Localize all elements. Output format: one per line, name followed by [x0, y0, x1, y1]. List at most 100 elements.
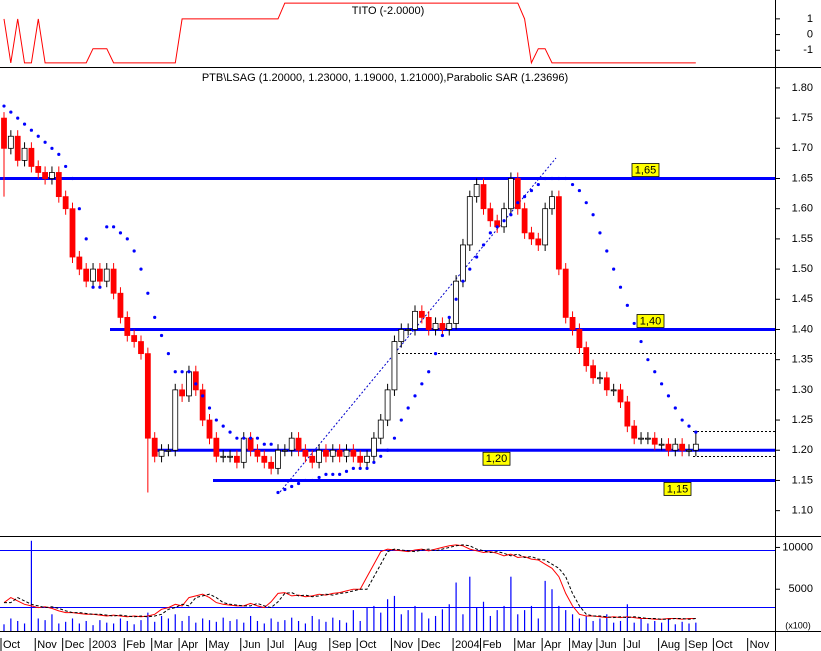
sar-dot [84, 237, 88, 241]
candle-body [199, 389, 206, 421]
sar-dot [98, 285, 102, 289]
volume-bar [366, 607, 368, 631]
sar-dot [406, 406, 410, 410]
x-tick-label: Aug [661, 639, 681, 651]
sar-dot [139, 267, 143, 271]
x-tick-label: May [209, 639, 230, 651]
sar-dot [365, 466, 369, 470]
sar-dot [2, 104, 6, 108]
y-tick-label: 1.25 [792, 414, 813, 426]
sar-dot [187, 370, 191, 374]
sar-dot [660, 382, 664, 386]
volume-bar [455, 582, 457, 631]
candle-body [631, 425, 638, 439]
candle-body [28, 147, 35, 167]
volume-bar [44, 620, 46, 631]
volume-bar [613, 622, 615, 631]
volume-bar [537, 618, 539, 631]
candle-body [117, 292, 124, 318]
y-tick-label: 1.60 [792, 203, 813, 215]
x-tick-label: Dec [421, 639, 441, 651]
candle-body [69, 208, 76, 258]
candle-body [35, 166, 42, 173]
volume-bar [503, 605, 505, 631]
candle-body [220, 455, 227, 458]
x-tick-label: May [572, 639, 593, 651]
volume-bar [565, 610, 567, 631]
volume-bar [448, 604, 450, 631]
sar-dot [433, 352, 438, 356]
volume-bar [147, 612, 149, 631]
volume-bar [174, 614, 176, 631]
y-tick-label: 1.65 [792, 172, 813, 184]
sar-dot [475, 255, 479, 259]
candle-body [638, 437, 644, 440]
level-label: 1,20 [486, 453, 507, 465]
sar-dot [338, 472, 342, 477]
candle-body [555, 196, 562, 270]
candle-body [364, 455, 370, 463]
candle-body [535, 238, 542, 246]
candle-body [343, 449, 350, 457]
volume-bar [10, 618, 12, 631]
volume-bar [592, 620, 594, 631]
x-tick-label: Oct [3, 639, 20, 651]
volume-bar [229, 620, 231, 631]
volume-bar [291, 617, 293, 631]
volume-bar [551, 589, 553, 631]
volume-bar [428, 618, 430, 631]
level-label-box [636, 314, 665, 328]
volume-bar [250, 615, 252, 631]
volume-bar [640, 618, 642, 631]
candle-body [124, 316, 131, 336]
indicator-title: TITO (-2.0000) [352, 5, 425, 17]
candle-body [247, 437, 254, 451]
volume-bar [688, 623, 690, 631]
x-tick-label: 2003 [92, 639, 116, 651]
volume-bar [154, 621, 156, 631]
level-label: 1,15 [667, 483, 688, 495]
sar-dot [64, 164, 68, 169]
sar-dot [502, 219, 506, 223]
volume-bar [133, 624, 135, 631]
candle-body [186, 371, 192, 397]
candle-body [446, 323, 453, 330]
sar-dot [536, 182, 540, 187]
candle-body [165, 449, 172, 452]
x-tick-label: Nov [750, 639, 770, 651]
candle-body [480, 184, 487, 210]
candle-body [97, 268, 103, 282]
volume-bar [113, 623, 115, 631]
volume-bar [476, 607, 478, 631]
x-tick-label: Jul [626, 639, 640, 651]
candle-body [179, 389, 186, 397]
volume-bar [222, 617, 224, 631]
volume-bar [661, 622, 663, 631]
sar-dot [529, 188, 534, 193]
volume-bar [647, 623, 649, 631]
candle-body [213, 437, 220, 457]
volume-bar [78, 623, 80, 631]
candle-body [227, 455, 233, 458]
volume-bar [619, 620, 622, 631]
y-tick-label: 1.80 [792, 82, 813, 94]
candle-body [206, 419, 213, 439]
candle-body [514, 178, 521, 210]
candle-body [466, 196, 473, 246]
volume-bar [304, 623, 306, 631]
candle-body [549, 196, 555, 210]
volume-average-line [3, 544, 696, 620]
sar-dot [481, 243, 486, 247]
sar-dot [242, 436, 246, 440]
sar-dot [22, 122, 27, 126]
candle-body [603, 377, 610, 391]
y-tick-label: 1.15 [792, 474, 813, 486]
candle-body [261, 455, 268, 463]
volume-bar [626, 604, 628, 631]
candle-body [624, 401, 631, 427]
volume-bar [462, 614, 464, 631]
candle-body [62, 196, 69, 210]
candle-body [275, 449, 281, 469]
x-tick-label: Aug [298, 639, 318, 651]
